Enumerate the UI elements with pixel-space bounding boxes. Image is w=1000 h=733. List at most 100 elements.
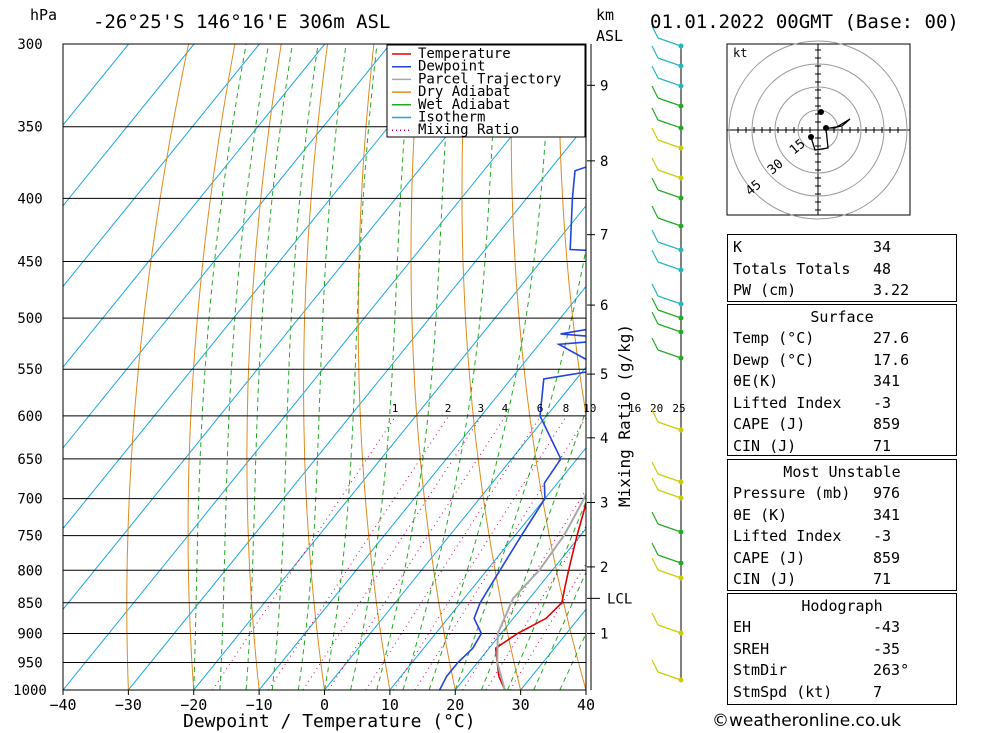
legend-box	[386, 44, 586, 138]
wind-barb-flag	[651, 409, 659, 423]
mixing-ratio-label: 25	[672, 402, 685, 415]
location-title: -26°25'S 146°16'E 306m ASL	[93, 11, 390, 33]
row-value: 17.6	[873, 350, 910, 369]
row-label: EH	[733, 618, 752, 636]
wind-barb	[657, 217, 682, 227]
row-label: Totals Totals	[733, 259, 851, 278]
credit-link[interactable]: ©weatheronline.co.uk	[712, 711, 902, 731]
dry-adiabat	[126, 44, 190, 690]
x-tick-label: −10	[246, 696, 273, 714]
legend-entry: Parcel Trajectory	[418, 71, 561, 87]
hodograph-start-marker	[808, 134, 814, 140]
pressure-tick-label: 600	[17, 409, 42, 425]
row-value: 48	[873, 259, 892, 278]
x-tick-label: 40	[577, 696, 595, 714]
dry-adiabat	[410, 44, 456, 690]
x-tick-label: 20	[446, 696, 464, 714]
km-tick-label: 9	[600, 78, 608, 94]
wind-barb	[657, 569, 682, 579]
wind-barb	[657, 57, 682, 67]
wind-barb-flag	[651, 659, 659, 673]
pressure-tick-label: 750	[17, 529, 42, 545]
hodograph-ring	[751, 63, 885, 197]
row-value: -43	[873, 618, 901, 636]
mixing-ratio-label: 16	[628, 402, 641, 415]
row-label: Lifted Index	[733, 527, 842, 545]
km-tick-label: 5	[600, 367, 608, 383]
legend-entry: Dewpoint	[418, 59, 485, 75]
x-tick-label: 30	[512, 696, 530, 714]
pressure-tick-label: 450	[17, 255, 42, 271]
row-value: 7	[873, 682, 883, 701]
dry-adiabat	[976, 44, 1000, 690]
dry-adiabat	[510, 44, 586, 690]
hodograph-point-marker	[823, 125, 829, 131]
pressure-tick-label: 650	[17, 452, 42, 468]
datetime-title: 01.01.2022 00GMT (Base: 00)	[650, 11, 959, 33]
wind-barb-flag	[651, 557, 659, 571]
wind-barb	[657, 139, 682, 149]
table-row: θE (K) 341	[728, 505, 956, 526]
row-label: Pressure (mb)	[733, 484, 851, 502]
wind-barb	[657, 671, 682, 681]
series-temperature	[494, 500, 586, 690]
table-row: Lifted Index -3	[728, 526, 956, 547]
table-row: Pressure (mb) 976	[728, 483, 956, 504]
wind-barb	[657, 261, 682, 271]
wind-barb	[657, 421, 682, 431]
table-row: SREH -35	[728, 639, 956, 660]
km-tick-label: 1	[600, 626, 608, 642]
dry-adiabat	[357, 44, 391, 690]
km-tick-label: 7	[600, 228, 608, 244]
row-value: 71	[873, 570, 892, 588]
row-label: Temp (°C)	[733, 329, 815, 347]
row-value: 27.6	[873, 329, 910, 347]
table-row: CAPE (J) 859	[728, 414, 956, 435]
pressure-tick-label: 300	[17, 37, 42, 53]
wind-barbs	[651, 25, 684, 683]
pressure-tick-label: 700	[17, 492, 42, 508]
wind-barb-flag	[651, 45, 659, 59]
hodograph-title: Hodograph	[801, 597, 883, 615]
table-row: Dewp (°C) 17.6	[728, 350, 956, 371]
pressure-tick-label: 550	[17, 362, 42, 378]
row-label: SREH	[733, 639, 770, 658]
wind-barb-flag	[651, 127, 659, 141]
wind-barb	[657, 241, 682, 251]
isotherm-line	[258, 285, 586, 690]
table-row: Lifted Index -3	[728, 393, 956, 414]
pressure-tick-label: 950	[17, 655, 42, 671]
isotherm-line	[63, 44, 456, 530]
km-unit-asl: ASL	[596, 27, 623, 45]
wind-barb-flag	[651, 205, 659, 219]
mixing-ratio-label: 3	[477, 402, 484, 415]
row-label: CAPE (J)	[733, 415, 806, 433]
dry-adiabat	[187, 44, 236, 690]
mixing-ratio-label: 20	[650, 402, 663, 415]
mixing-ratio-label: 10	[583, 402, 596, 415]
pressure-tick-label: 500	[17, 311, 42, 327]
row-value: 859	[873, 548, 901, 567]
wind-barb	[657, 489, 682, 499]
most-unstable-box: Most Unstable Pressure (mb) 976 θE (K) 341 L…	[727, 459, 957, 591]
hodograph-trace	[810, 118, 851, 151]
row-label: θE (K)	[733, 505, 788, 524]
mixing-ratio-line	[302, 415, 482, 690]
row-value: -35	[873, 639, 901, 658]
isotherm-line	[454, 527, 586, 690]
wind-barb-flag	[651, 511, 659, 525]
pressure-tick-label: 400	[17, 191, 42, 207]
wind-barb	[657, 97, 682, 107]
row-value: 71	[873, 436, 892, 455]
hodograph-ring	[774, 86, 862, 174]
isotherm-line	[63, 44, 195, 207]
x-tick-label: −20	[180, 696, 207, 714]
isotherm-line	[324, 366, 586, 690]
wind-barb-flag	[651, 107, 659, 121]
legend-entry: Isotherm	[418, 110, 485, 126]
surface-box: Surface Temp (°C) 27.6 Dewp (°C) 17.6 θE(K) 3…	[727, 304, 957, 456]
table-row: Totals Totals 48	[728, 259, 956, 280]
wind-barb	[657, 473, 682, 483]
x-tick-label: 0	[320, 696, 329, 714]
